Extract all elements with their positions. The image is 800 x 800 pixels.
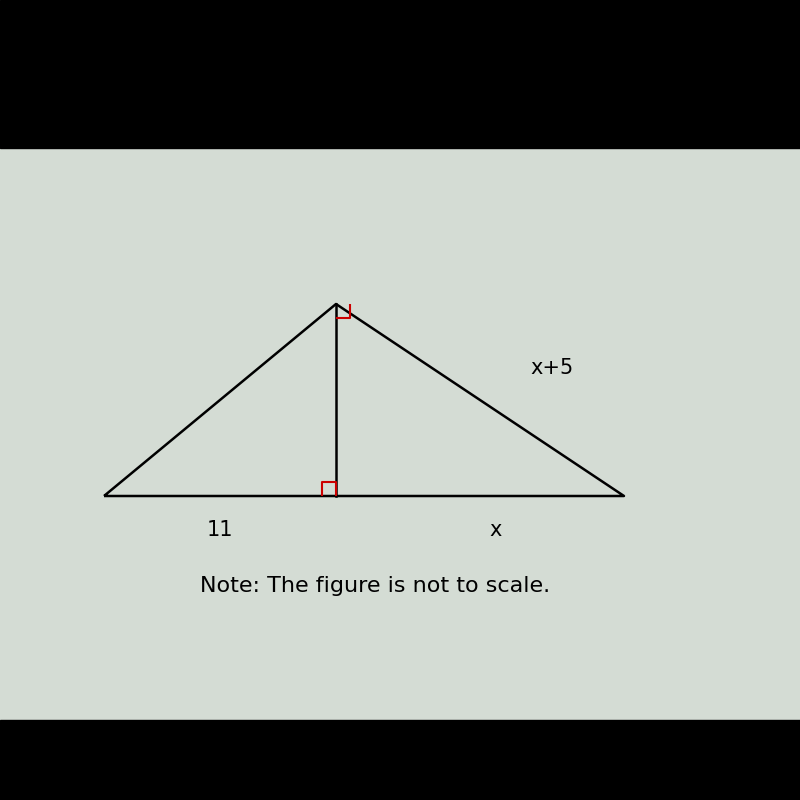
Text: 11: 11 (206, 520, 234, 540)
Text: x+5: x+5 (530, 358, 574, 378)
Text: x: x (490, 520, 502, 540)
Text: Note: The figure is not to scale.: Note: The figure is not to scale. (200, 576, 550, 596)
Bar (0, 0, 800, 148)
Bar (0, 720, 800, 800)
